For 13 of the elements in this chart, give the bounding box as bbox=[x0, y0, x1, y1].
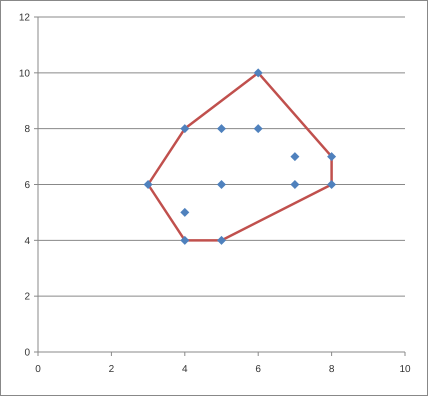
y-tick-label: 8 bbox=[24, 124, 30, 136]
y-tick-label: 0 bbox=[24, 348, 30, 358]
x-tick-label: 10 bbox=[399, 364, 411, 375]
y-tick-label: 10 bbox=[18, 68, 30, 80]
y-tick-label: 6 bbox=[24, 180, 30, 191]
y-tick-label: 2 bbox=[24, 292, 30, 303]
y-tick-label: 12 bbox=[18, 12, 30, 24]
x-tick-label: 8 bbox=[328, 364, 335, 375]
x-tick-label: 0 bbox=[35, 364, 42, 375]
x-tick-label: 4 bbox=[182, 364, 188, 375]
x-tick-label: 6 bbox=[255, 364, 262, 375]
y-tick-label: 4 bbox=[24, 236, 30, 247]
x-tick-label: 2 bbox=[108, 364, 115, 375]
